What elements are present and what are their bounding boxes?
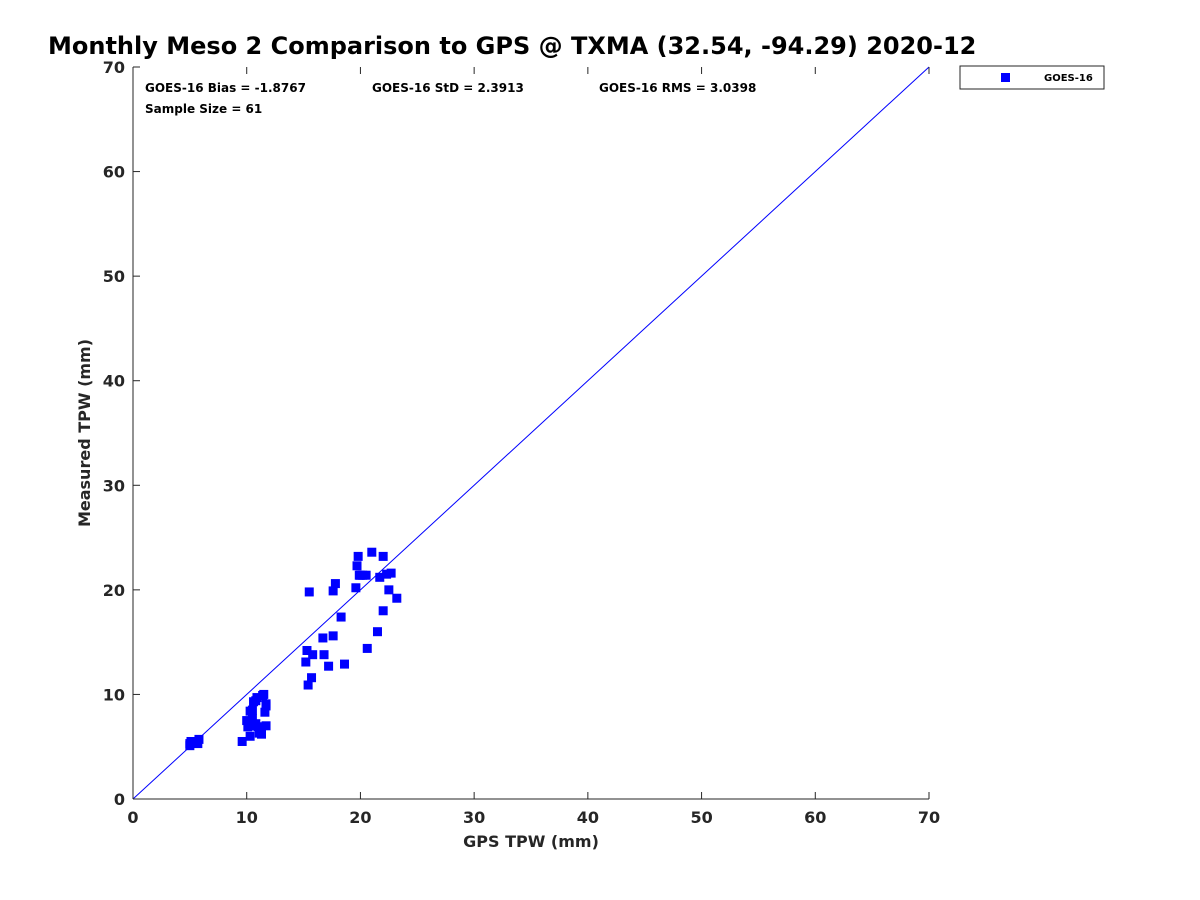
x-ticks: 0 10 20 30 40 50 60 70 — [127, 67, 940, 827]
x-tick-label: 10 — [236, 808, 258, 827]
data-point — [378, 606, 388, 616]
data-point — [319, 650, 329, 660]
y-tick-label: 0 — [114, 790, 125, 809]
legend: GOES-16 — [959, 65, 1105, 90]
x-tick-label: 40 — [577, 808, 599, 827]
y-tick-label: 50 — [103, 267, 125, 286]
x-axis-label: GPS TPW (mm) — [463, 832, 599, 851]
data-point — [328, 631, 338, 641]
legend-box — [959, 65, 1105, 90]
data-point — [328, 586, 338, 596]
stat-sample-size: Sample Size = 61 — [145, 102, 262, 116]
data-point — [308, 650, 318, 660]
data-point — [247, 705, 257, 715]
y-axis-label: Measured TPW (mm) — [75, 339, 94, 527]
x-tick-label: 30 — [463, 808, 485, 827]
data-point — [304, 587, 314, 597]
axes — [132, 67, 929, 800]
data-point — [302, 646, 312, 656]
data-point — [384, 585, 394, 595]
data-point — [372, 627, 382, 637]
data-point — [303, 680, 313, 690]
data-points-layer — [185, 547, 402, 751]
one-to-one-line — [132, 66, 930, 800]
data-point — [261, 699, 271, 709]
stat-bias: GOES-16 Bias = -1.8767 — [145, 81, 306, 95]
data-point — [367, 547, 377, 557]
stat-std: GOES-16 StD = 2.3913 — [372, 81, 524, 95]
data-point — [386, 568, 396, 578]
x-tick-label: 20 — [349, 808, 371, 827]
data-point — [247, 713, 257, 723]
stat-rms: GOES-16 RMS = 3.0398 — [599, 81, 756, 95]
y-tick-label: 20 — [103, 581, 125, 600]
x-tick-label: 60 — [804, 808, 826, 827]
data-point — [352, 561, 362, 571]
x-tick-label: 70 — [918, 808, 940, 827]
data-point — [185, 739, 195, 749]
data-point — [318, 633, 328, 643]
data-point — [260, 707, 270, 717]
legend-marker — [1001, 73, 1010, 82]
data-point — [252, 693, 262, 703]
y-tick-label: 40 — [103, 372, 125, 391]
data-point — [237, 736, 247, 746]
reference-line-layer — [132, 66, 930, 800]
data-point — [340, 659, 350, 669]
data-point — [324, 661, 334, 671]
data-point — [259, 689, 269, 699]
y-tick-label: 30 — [103, 476, 125, 495]
data-point — [254, 728, 264, 738]
data-point — [261, 721, 271, 731]
data-point — [194, 734, 204, 744]
legend-label: GOES-16 — [1044, 73, 1093, 84]
data-point — [362, 643, 372, 653]
data-point — [382, 569, 392, 579]
data-point — [375, 572, 385, 582]
data-point — [361, 570, 371, 580]
x-tick-label: 0 — [127, 808, 138, 827]
y-tick-label: 10 — [103, 685, 125, 704]
chart-title: Monthly Meso 2 Comparison to GPS @ TXMA … — [48, 32, 976, 60]
data-point — [336, 612, 346, 622]
data-point — [355, 570, 365, 580]
data-point — [353, 551, 363, 561]
data-point — [351, 583, 361, 593]
x-tick-label: 50 — [690, 808, 712, 827]
data-point — [245, 731, 255, 741]
y-tick-label: 60 — [103, 163, 125, 182]
y-tick-label: 70 — [103, 58, 125, 77]
data-point — [330, 579, 340, 589]
data-point — [301, 657, 311, 667]
data-point — [255, 722, 265, 732]
y-ticks: 0 10 20 30 40 50 60 70 — [103, 58, 140, 809]
data-point — [392, 593, 402, 603]
data-point — [378, 551, 388, 561]
data-point — [307, 673, 317, 683]
data-point — [251, 719, 261, 729]
